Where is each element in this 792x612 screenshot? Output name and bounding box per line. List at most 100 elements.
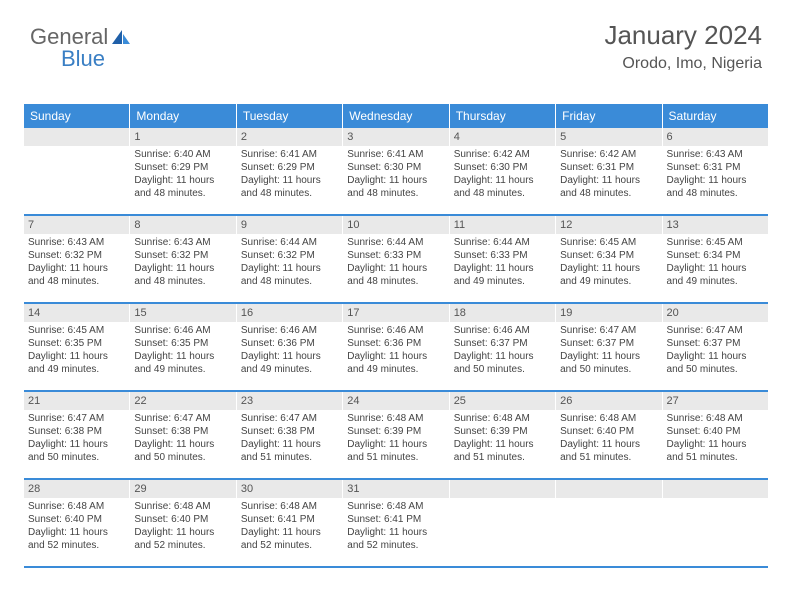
calendar-cell [24,128,130,214]
sunrise-line: Sunrise: 6:46 AM [134,324,231,337]
week-row: 7Sunrise: 6:43 AMSunset: 6:32 PMDaylight… [24,216,768,304]
daylight-line: Daylight: 11 hours and 51 minutes. [241,438,338,464]
day-number: 2 [237,128,342,146]
sunset-line: Sunset: 6:33 PM [454,249,551,262]
day-number: 19 [556,304,661,322]
day-number: 13 [663,216,768,234]
daylight-line: Daylight: 11 hours and 50 minutes. [134,438,231,464]
cell-body: Sunrise: 6:47 AMSunset: 6:38 PMDaylight:… [24,410,129,468]
sunset-line: Sunset: 6:35 PM [134,337,231,350]
cell-body: Sunrise: 6:48 AMSunset: 6:40 PMDaylight:… [556,410,661,468]
daylight-line: Daylight: 11 hours and 49 minutes. [28,350,125,376]
calendar-cell: 27 Sunrise: 6:48 AMSunset: 6:40 PMDayligh… [663,392,768,478]
sunrise-line: Sunrise: 6:44 AM [347,236,444,249]
sunset-line: Sunset: 6:33 PM [347,249,444,262]
cell-body: Sunrise: 6:44 AMSunset: 6:33 PMDaylight:… [450,234,555,292]
sunrise-line: Sunrise: 6:48 AM [667,412,764,425]
day-number [24,128,129,146]
day-number: 18 [450,304,555,322]
day-number: 28 [24,480,129,498]
daylight-line: Daylight: 11 hours and 49 minutes. [134,350,231,376]
calendar-cell: 16Sunrise: 6:46 AMSunset: 6:36 PMDayligh… [237,304,343,390]
daylight-line: Daylight: 11 hours and 51 minutes. [454,438,551,464]
cell-body: Sunrise: 6:45 AMSunset: 6:35 PMDaylight:… [24,322,129,380]
sunrise-line: Sunrise: 6:47 AM [28,412,125,425]
daylight-line: Daylight: 11 hours and 48 minutes. [134,262,231,288]
calendar-cell: 9Sunrise: 6:44 AMSunset: 6:32 PMDaylight… [237,216,343,302]
sunrise-line: Sunrise: 6:48 AM [454,412,551,425]
daylight-line: Daylight: 11 hours and 52 minutes. [134,526,231,552]
sunrise-line: Sunrise: 6:48 AM [347,500,444,513]
sunset-line: Sunset: 6:32 PM [134,249,231,262]
calendar-cell: 19Sunrise: 6:47 AMSunset: 6:37 PMDayligh… [556,304,662,390]
daylight-line: Daylight: 11 hours and 48 minutes. [667,174,764,200]
day-number [663,480,768,498]
sunset-line: Sunset: 6:39 PM [454,425,551,438]
sunset-line: Sunset: 6:31 PM [667,161,764,174]
sunset-line: Sunset: 6:32 PM [28,249,125,262]
calendar-cell: 6Sunrise: 6:43 AMSunset: 6:31 PMDaylight… [663,128,768,214]
sunset-line: Sunset: 6:36 PM [241,337,338,350]
day-number: 7 [24,216,129,234]
sunrise-line: Sunrise: 6:41 AM [347,148,444,161]
calendar-cell: 10 Sunrise: 6:44 AMSunset: 6:33 PMDayligh… [343,216,449,302]
day-number: 4 [450,128,555,146]
sunset-line: Sunset: 6:41 PM [241,513,338,526]
dayheader: Friday [556,104,662,128]
day-number: 23 [237,392,342,410]
sunset-line: Sunset: 6:31 PM [560,161,657,174]
daylight-line: Daylight: 11 hours and 49 minutes. [454,262,551,288]
cell-body: Sunrise: 6:42 AMSunset: 6:30 PMDaylight:… [450,146,555,204]
day-number: 22 [130,392,235,410]
day-number: 31 [343,480,448,498]
sunset-line: Sunset: 6:38 PM [241,425,338,438]
calendar-cell [450,480,556,566]
week-row: 1Sunrise: 6:40 AMSunset: 6:29 PMDaylight… [24,128,768,216]
daylight-line: Daylight: 11 hours and 48 minutes. [560,174,657,200]
sunrise-line: Sunrise: 6:48 AM [28,500,125,513]
cell-body: Sunrise: 6:42 AMSunset: 6:31 PMDaylight:… [556,146,661,204]
sunset-line: Sunset: 6:41 PM [347,513,444,526]
sunrise-line: Sunrise: 6:47 AM [241,412,338,425]
sunset-line: Sunset: 6:29 PM [134,161,231,174]
calendar-cell: 17Sunrise: 6:46 AMSunset: 6:36 PMDayligh… [343,304,449,390]
sunset-line: Sunset: 6:29 PM [241,161,338,174]
daylight-line: Daylight: 11 hours and 50 minutes. [28,438,125,464]
dayheader: Monday [130,104,236,128]
sail-icon [110,28,132,46]
calendar-cell: 25Sunrise: 6:48 AMSunset: 6:39 PMDayligh… [450,392,556,478]
day-number: 30 [237,480,342,498]
week-row: 28Sunrise: 6:48 AMSunset: 6:40 PMDayligh… [24,480,768,568]
cell-body: Sunrise: 6:44 AMSunset: 6:32 PMDaylight:… [237,234,342,292]
daylight-line: Daylight: 11 hours and 51 minutes. [560,438,657,464]
calendar-cell: 13Sunrise: 6:45 AMSunset: 6:34 PMDayligh… [663,216,768,302]
sunrise-line: Sunrise: 6:43 AM [28,236,125,249]
sunset-line: Sunset: 6:38 PM [28,425,125,438]
daylight-line: Daylight: 11 hours and 48 minutes. [241,174,338,200]
calendar-cell: 5Sunrise: 6:42 AMSunset: 6:31 PMDaylight… [556,128,662,214]
daylight-line: Daylight: 11 hours and 49 minutes. [241,350,338,376]
daylight-line: Daylight: 11 hours and 49 minutes. [667,262,764,288]
day-number: 24 [343,392,448,410]
sunrise-line: Sunrise: 6:48 AM [347,412,444,425]
daylight-line: Daylight: 11 hours and 51 minutes. [667,438,764,464]
daylight-line: Daylight: 11 hours and 48 minutes. [347,262,444,288]
daylight-line: Daylight: 11 hours and 52 minutes. [28,526,125,552]
sunrise-line: Sunrise: 6:46 AM [454,324,551,337]
day-number: 27 [663,392,768,410]
cell-body: Sunrise: 6:47 AMSunset: 6:37 PMDaylight:… [556,322,661,380]
calendar-cell: 29Sunrise: 6:48 AMSunset: 6:40 PMDayligh… [130,480,236,566]
day-number: 10 [343,216,448,234]
week-row: 21Sunrise: 6:47 AMSunset: 6:38 PMDayligh… [24,392,768,480]
week-row: 14Sunrise: 6:45 AMSunset: 6:35 PMDayligh… [24,304,768,392]
sunrise-line: Sunrise: 6:47 AM [667,324,764,337]
sunrise-line: Sunrise: 6:45 AM [28,324,125,337]
day-number: 3 [343,128,448,146]
sunset-line: Sunset: 6:40 PM [667,425,764,438]
cell-body: Sunrise: 6:47 AMSunset: 6:38 PMDaylight:… [237,410,342,468]
sunrise-line: Sunrise: 6:44 AM [241,236,338,249]
day-number: 9 [237,216,342,234]
cell-body: Sunrise: 6:48 AMSunset: 6:39 PMDaylight:… [343,410,448,468]
dayheader: Sunday [24,104,130,128]
sunrise-line: Sunrise: 6:48 AM [134,500,231,513]
